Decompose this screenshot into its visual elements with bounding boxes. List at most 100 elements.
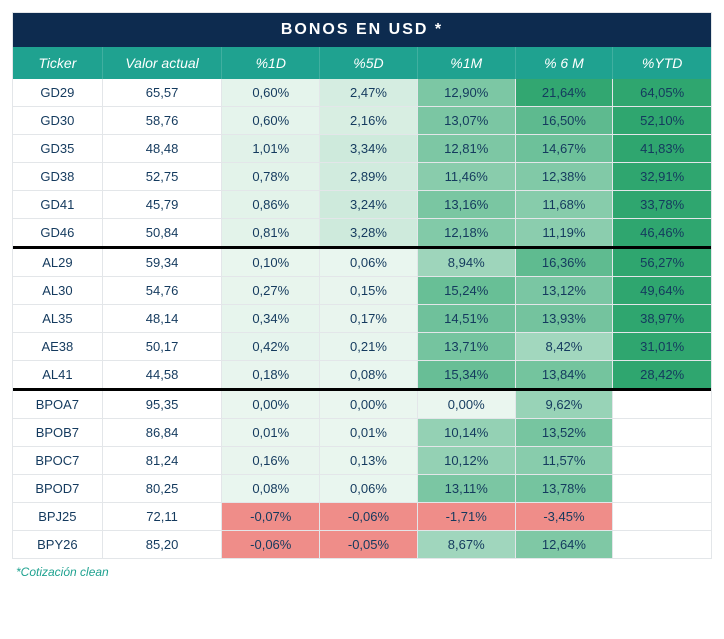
cell-valor: 72,11: [103, 503, 223, 530]
cell-d5: 0,01%: [320, 419, 418, 446]
col-header-m6: % 6 M: [516, 47, 614, 79]
cell-ytd: [613, 503, 711, 530]
cell-ytd: 38,97%: [613, 305, 711, 332]
cell-m6: 13,52%: [516, 419, 614, 446]
cell-d1: 0,42%: [222, 333, 320, 360]
cell-m6: 13,84%: [516, 361, 614, 388]
cell-m6: 12,64%: [516, 531, 614, 558]
cell-ytd: 41,83%: [613, 135, 711, 162]
cell-valor: 44,58: [103, 361, 223, 388]
cell-d1: 0,27%: [222, 277, 320, 304]
cell-ticker: BPY26: [13, 531, 103, 558]
cell-ticker: BPOA7: [13, 391, 103, 418]
table-row: BPJ2572,11-0,07%-0,06%-1,71%-3,45%: [13, 502, 711, 530]
cell-valor: 50,17: [103, 333, 223, 360]
cell-ytd: 52,10%: [613, 107, 711, 134]
cell-m6: 11,68%: [516, 191, 614, 218]
table-footnote: *Cotización clean: [12, 559, 712, 579]
cell-m6: 11,57%: [516, 447, 614, 474]
cell-ytd: 31,01%: [613, 333, 711, 360]
cell-d5: 2,89%: [320, 163, 418, 190]
cell-ticker: AL29: [13, 249, 103, 276]
cell-d5: 0,17%: [320, 305, 418, 332]
cell-m6: 16,36%: [516, 249, 614, 276]
cell-ytd: 56,27%: [613, 249, 711, 276]
cell-d5: -0,05%: [320, 531, 418, 558]
cell-m1: 11,46%: [418, 163, 516, 190]
cell-d1: 0,08%: [222, 475, 320, 502]
cell-valor: 54,76: [103, 277, 223, 304]
cell-m6: 16,50%: [516, 107, 614, 134]
cell-d5: 3,34%: [320, 135, 418, 162]
col-header-d5: %5D: [320, 47, 418, 79]
cell-d1: 0,01%: [222, 419, 320, 446]
col-header-d1: %1D: [222, 47, 320, 79]
cell-m1: 8,94%: [418, 249, 516, 276]
cell-d1: 0,81%: [222, 219, 320, 246]
cell-d1: 0,00%: [222, 391, 320, 418]
cell-valor: 52,75: [103, 163, 223, 190]
cell-ticker: BPOD7: [13, 475, 103, 502]
table-header-row: TickerValor actual%1D%5D%1M% 6 M%YTD: [13, 47, 711, 79]
bonos-table: BONOS EN USD * TickerValor actual%1D%5D%…: [12, 12, 712, 559]
cell-m1: 13,07%: [418, 107, 516, 134]
cell-ticker: BPOC7: [13, 447, 103, 474]
cell-d5: 0,15%: [320, 277, 418, 304]
table-row: BPOA795,350,00%0,00%0,00%9,62%: [13, 391, 711, 418]
cell-d1: 0,34%: [222, 305, 320, 332]
cell-valor: 80,25: [103, 475, 223, 502]
table-row: GD2965,570,60%2,47%12,90%21,64%64,05%: [13, 79, 711, 106]
cell-ticker: AL41: [13, 361, 103, 388]
cell-d5: -0,06%: [320, 503, 418, 530]
cell-m6: 8,42%: [516, 333, 614, 360]
table-row: AL3548,140,34%0,17%14,51%13,93%38,97%: [13, 304, 711, 332]
col-header-ytd: %YTD: [613, 47, 711, 79]
cell-ticker: AL35: [13, 305, 103, 332]
cell-m1: 8,67%: [418, 531, 516, 558]
cell-ytd: [613, 531, 711, 558]
cell-ytd: [613, 419, 711, 446]
cell-m6: -3,45%: [516, 503, 614, 530]
cell-ticker: GD41: [13, 191, 103, 218]
cell-m6: 21,64%: [516, 79, 614, 106]
cell-m1: 10,12%: [418, 447, 516, 474]
cell-m1: 12,18%: [418, 219, 516, 246]
cell-d1: 0,16%: [222, 447, 320, 474]
cell-valor: 45,79: [103, 191, 223, 218]
table-row: GD3548,481,01%3,34%12,81%14,67%41,83%: [13, 134, 711, 162]
cell-m6: 11,19%: [516, 219, 614, 246]
cell-m1: 12,90%: [418, 79, 516, 106]
table-row: GD3058,760,60%2,16%13,07%16,50%52,10%: [13, 106, 711, 134]
col-header-valor: Valor actual: [103, 47, 223, 79]
cell-d5: 2,47%: [320, 79, 418, 106]
cell-ytd: 64,05%: [613, 79, 711, 106]
table-row: BPOD780,250,08%0,06%13,11%13,78%: [13, 474, 711, 502]
cell-m6: 13,12%: [516, 277, 614, 304]
table-row: AL2959,340,10%0,06%8,94%16,36%56,27%: [13, 249, 711, 276]
cell-ticker: BPOB7: [13, 419, 103, 446]
cell-d5: 0,00%: [320, 391, 418, 418]
cell-valor: 58,76: [103, 107, 223, 134]
cell-ytd: [613, 475, 711, 502]
cell-ticker: GD29: [13, 79, 103, 106]
cell-valor: 86,84: [103, 419, 223, 446]
cell-d5: 2,16%: [320, 107, 418, 134]
table-row: BPOB786,840,01%0,01%10,14%13,52%: [13, 418, 711, 446]
cell-d1: 0,18%: [222, 361, 320, 388]
cell-valor: 59,34: [103, 249, 223, 276]
table-row: GD4650,840,81%3,28%12,18%11,19%46,46%: [13, 218, 711, 246]
table-body: GD2965,570,60%2,47%12,90%21,64%64,05%GD3…: [13, 79, 711, 558]
cell-m6: 14,67%: [516, 135, 614, 162]
table-title: BONOS EN USD *: [13, 13, 711, 47]
cell-m6: 13,93%: [516, 305, 614, 332]
cell-m1: 13,71%: [418, 333, 516, 360]
cell-m1: 12,81%: [418, 135, 516, 162]
cell-d1: 0,86%: [222, 191, 320, 218]
cell-ytd: 49,64%: [613, 277, 711, 304]
table-row: GD3852,750,78%2,89%11,46%12,38%32,91%: [13, 162, 711, 190]
cell-ytd: [613, 447, 711, 474]
cell-m1: 15,34%: [418, 361, 516, 388]
cell-m1: 14,51%: [418, 305, 516, 332]
cell-m1: -1,71%: [418, 503, 516, 530]
cell-d1: 0,60%: [222, 107, 320, 134]
